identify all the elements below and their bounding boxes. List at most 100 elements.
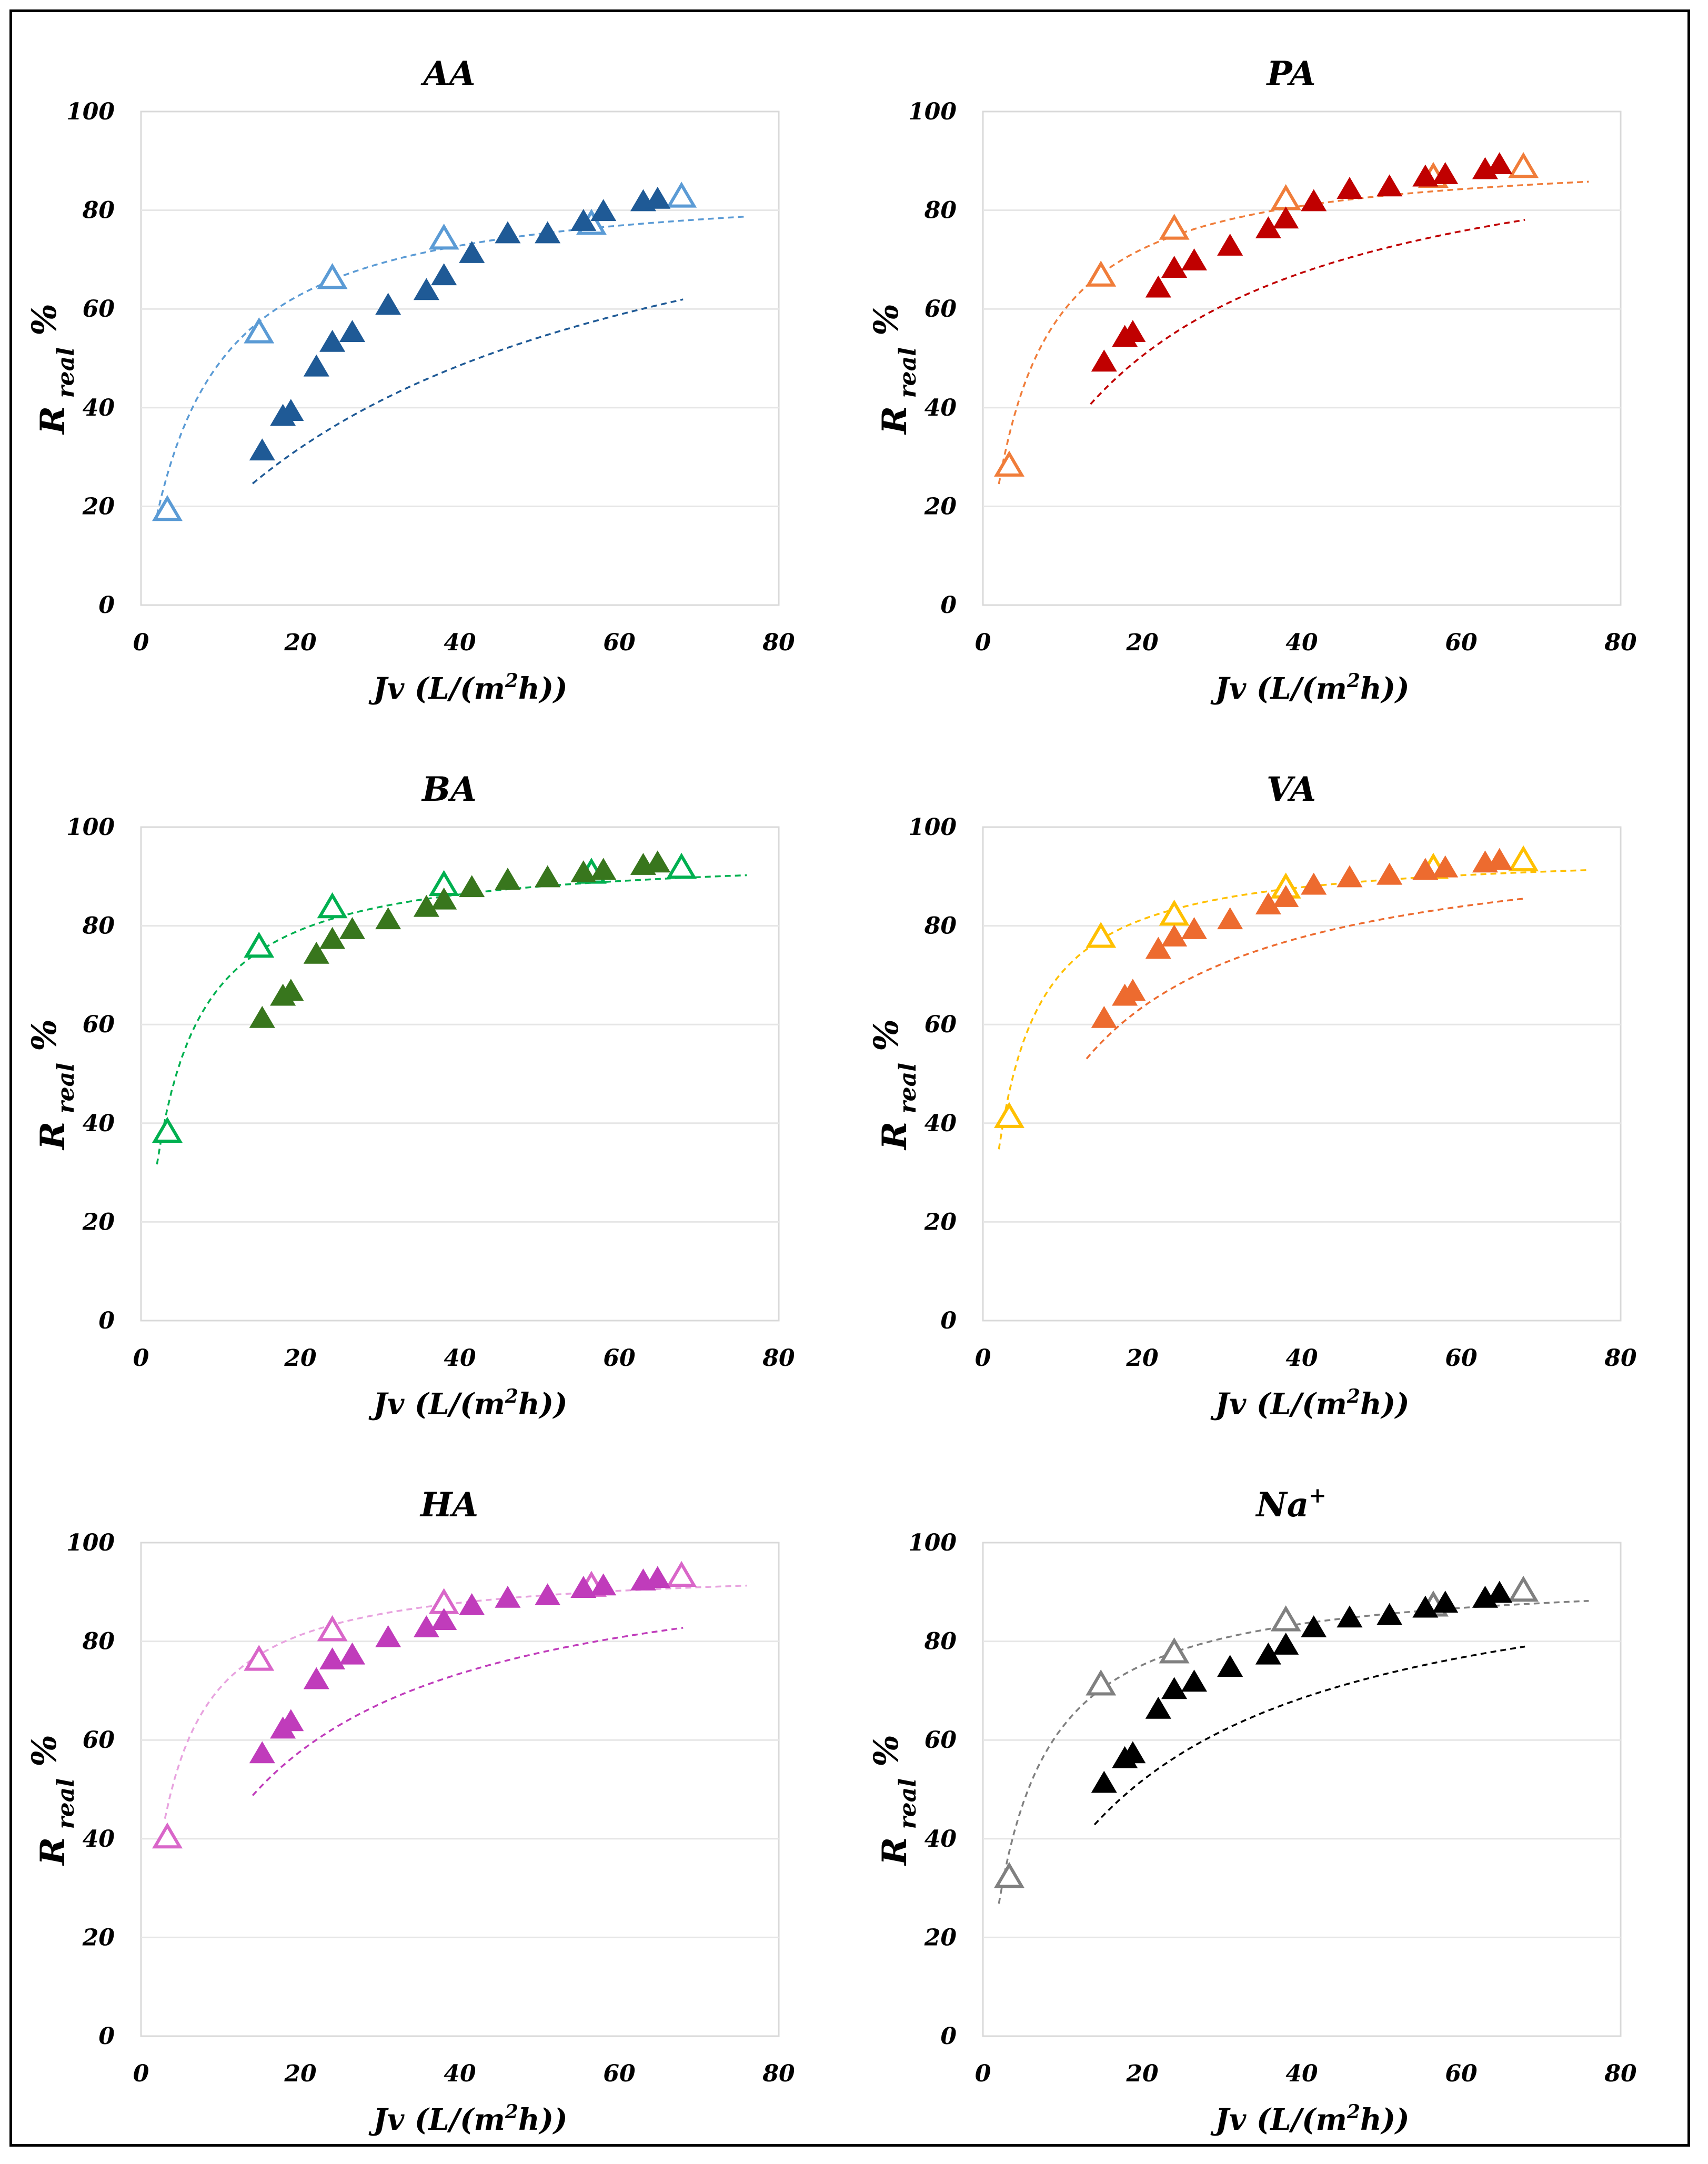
filled-triangle-point: [413, 1615, 439, 1638]
panel-title: VA: [1267, 770, 1316, 809]
open-triangle-point: [152, 1822, 183, 1849]
panel-title: Na+: [1255, 1483, 1326, 1525]
y-tick-label: 20: [82, 1924, 115, 1951]
open-triangle-point: [1270, 1605, 1301, 1632]
open-triangle-point: [244, 1645, 275, 1671]
y-tick-label: 100: [908, 1529, 957, 1556]
filled-triangle-point: [1273, 885, 1299, 907]
filled-triangle-point: [645, 1566, 671, 1588]
open-triangle-point: [1508, 152, 1539, 178]
open-triangle-point: [666, 1561, 697, 1587]
y-tick-label: 40: [925, 1110, 957, 1137]
x-tick-label: 40: [444, 1345, 476, 1372]
panel-title: PA: [1265, 54, 1315, 94]
filled-triangle-point: [535, 865, 561, 888]
filled-triangle-point: [1301, 1615, 1327, 1638]
x-tick-label: 0: [975, 1345, 991, 1372]
filled-triangle-point: [303, 941, 329, 964]
filled-triangle-point: [1337, 865, 1363, 888]
y-tick-label: 40: [925, 395, 957, 421]
y-axis-label: R real %: [25, 304, 79, 435]
filled-triangle-point: [1217, 233, 1243, 256]
filled-triangle-point: [459, 875, 485, 898]
filled-triangle-point: [1217, 1655, 1243, 1677]
y-tick-label: 20: [924, 1924, 957, 1951]
panel-title: HA: [419, 1485, 478, 1525]
x-tick-label: 60: [1445, 1345, 1478, 1372]
filled-triangle-point: [1377, 174, 1403, 197]
x-tick-label: 0: [133, 2060, 149, 2087]
x-tick-label: 0: [133, 629, 149, 656]
y-tick-label: 100: [908, 98, 957, 125]
x-tick-label: 40: [1285, 1345, 1318, 1372]
panel-title: AA: [420, 54, 475, 94]
filled-triangle-point: [431, 1608, 457, 1630]
y-tick-label: 20: [82, 493, 115, 520]
y-tick-label: 20: [924, 1209, 957, 1235]
open-triangle-point: [666, 182, 697, 208]
filled-triangle-point: [278, 399, 304, 421]
filled-triangle-point: [570, 209, 597, 231]
filled-triangle-point: [1301, 872, 1327, 895]
fit-curve-filled-fit: [1086, 897, 1525, 1060]
filled-triangle-point: [1120, 1741, 1146, 1764]
filled-triangle-point: [1337, 177, 1363, 199]
filled-triangle-point: [1217, 907, 1243, 930]
y-tick-label: 60: [83, 1011, 115, 1038]
y-axis-label: R real %: [25, 1019, 79, 1151]
filled-triangle-point: [278, 979, 304, 1001]
y-tick-label: 80: [924, 197, 957, 224]
filled-triangle-point: [645, 186, 671, 209]
y-tick-label: 80: [82, 913, 115, 940]
y-tick-label: 80: [924, 1628, 957, 1655]
filled-triangle-point: [1412, 1595, 1439, 1618]
x-tick-label: 40: [1285, 629, 1318, 656]
filled-triangle-point: [249, 438, 275, 461]
panel-ba: 0 20 40 60 80 100 0 20 40 60 80 BA Jv (L/(m2h)) R rea…: [25, 770, 795, 1422]
x-axis-label: Jv (L/(m2h)): [1210, 2101, 1409, 2137]
filled-triangle-point: [1377, 862, 1403, 885]
y-tick-label: 40: [925, 1826, 957, 1853]
filled-triangle-point: [495, 221, 521, 244]
filled-triangle-point: [1255, 892, 1281, 914]
filled-triangle-point: [1145, 937, 1171, 959]
panel-title: BA: [421, 770, 477, 809]
y-tick-label: 40: [83, 395, 115, 421]
y-tick-label: 0: [98, 1307, 115, 1334]
panel-va: 0 20 40 60 80 100 0 20 40 60 80 VA Jv (L/(m2h)) R rea…: [867, 770, 1637, 1422]
y-axis-label: R real %: [867, 304, 921, 435]
filled-triangle-point: [1301, 189, 1327, 212]
filled-triangle-point: [1432, 162, 1459, 184]
open-triangle-point: [1086, 1669, 1117, 1696]
filled-triangle-point: [249, 1005, 275, 1028]
filled-triangle-point: [1120, 979, 1146, 1001]
filled-triangle-point: [1161, 924, 1188, 947]
x-tick-label: 80: [1604, 629, 1637, 656]
x-tick-label: 40: [1285, 2060, 1318, 2087]
filled-triangle-point: [375, 1625, 401, 1647]
filled-triangle-point: [1181, 917, 1208, 939]
x-tick-label: 20: [1126, 629, 1159, 656]
y-axis-label: R real %: [867, 1019, 921, 1151]
filled-triangle-point: [413, 894, 439, 917]
y-tick-label: 0: [940, 592, 957, 619]
filled-triangle-point: [1273, 1633, 1299, 1655]
panel-pa: 0 20 40 60 80 100 0 20 40 60 80 PA Jv (L/(m2h)) R rea…: [867, 54, 1637, 706]
fit-curve-open-fit: [156, 874, 747, 1165]
filled-triangle-point: [431, 263, 457, 286]
filled-triangle-point: [1181, 248, 1208, 270]
filled-triangle-point: [319, 927, 346, 949]
filled-triangle-point: [1486, 1581, 1513, 1603]
x-tick-label: 0: [133, 1345, 149, 1372]
filled-triangle-point: [459, 241, 485, 263]
y-tick-label: 60: [925, 296, 957, 323]
filled-triangle-point: [1161, 256, 1188, 278]
filled-triangle-point: [535, 1583, 561, 1606]
filled-triangle-point: [590, 199, 617, 222]
fit-curve-filled-fit: [1093, 1645, 1525, 1826]
plot-area: [140, 1542, 780, 2037]
x-tick-label: 60: [603, 629, 636, 656]
open-triangle-point: [244, 931, 275, 958]
y-tick-label: 0: [98, 2023, 115, 2050]
open-triangle-point: [1086, 260, 1117, 287]
